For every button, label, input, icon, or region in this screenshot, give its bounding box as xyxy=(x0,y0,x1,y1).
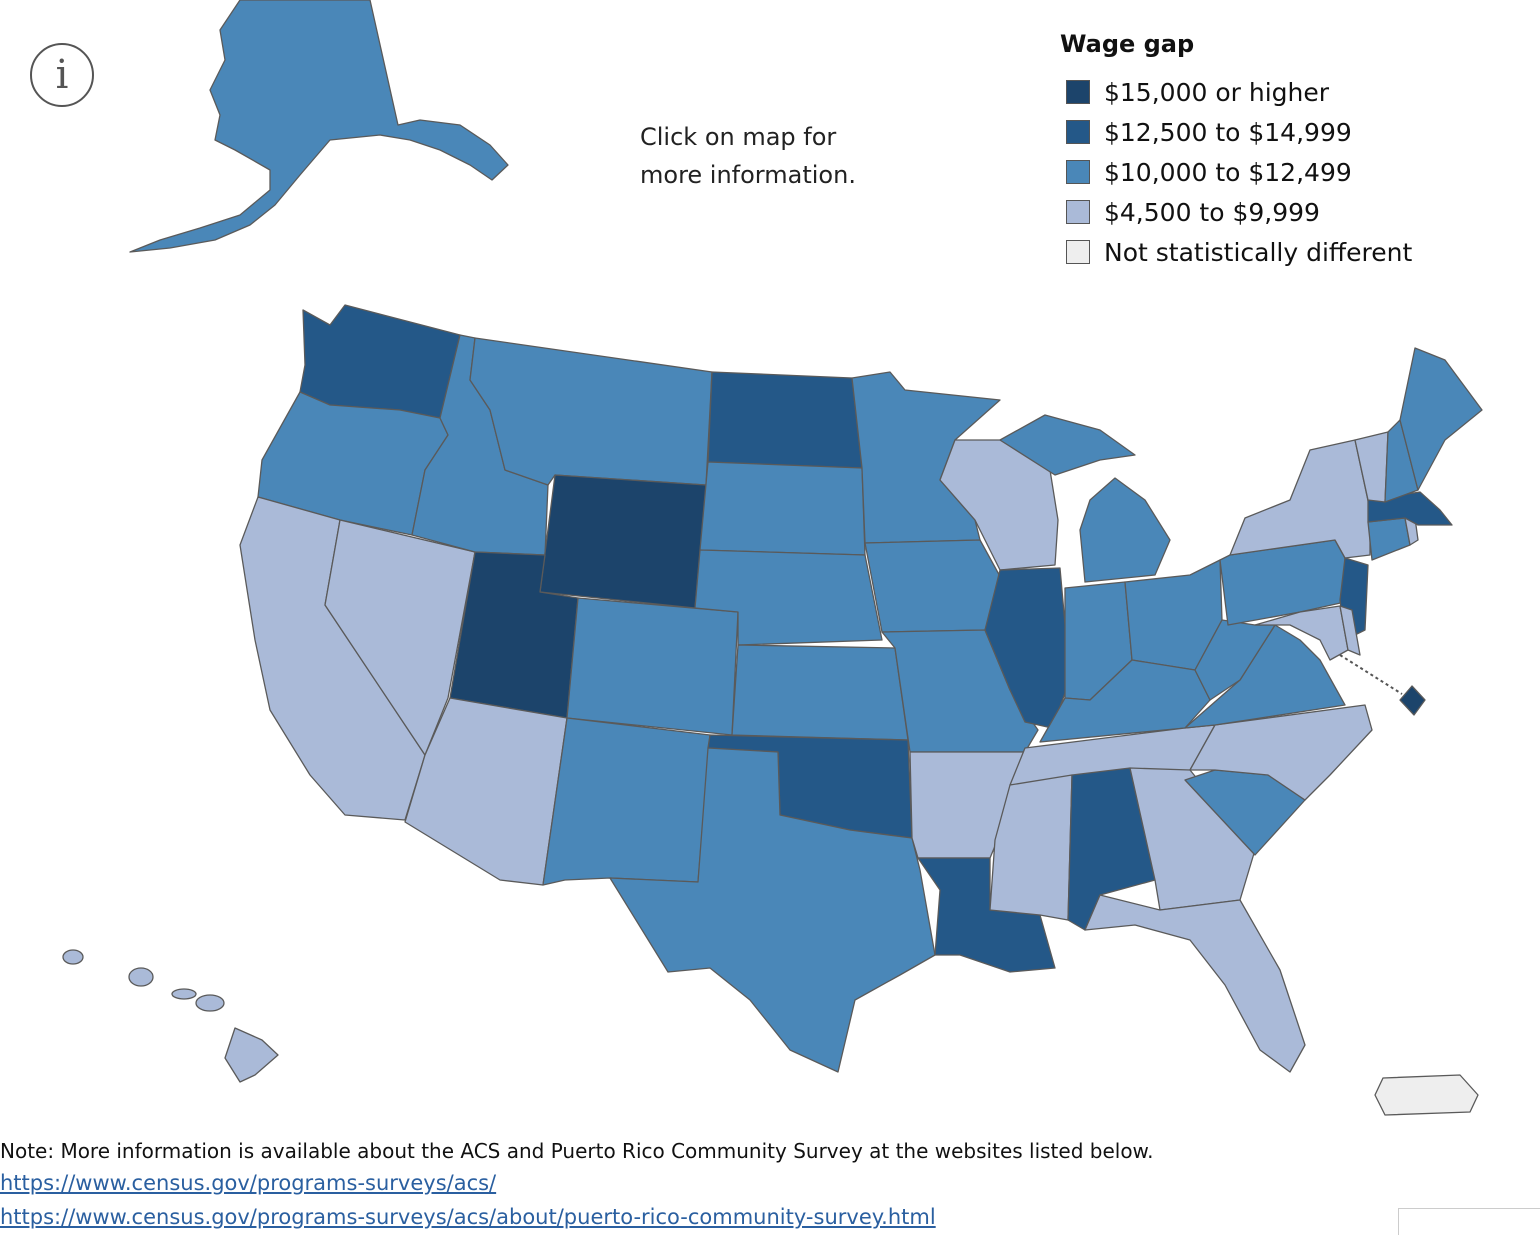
dc-leader-line xyxy=(1339,654,1403,695)
legend-item[interactable]: $4,500 to $9,999 xyxy=(1060,192,1412,232)
footer: Note: More information is available abou… xyxy=(0,1136,1153,1234)
state-AK[interactable] xyxy=(129,0,509,253)
state-ND[interactable] xyxy=(707,371,863,469)
hawaii-islands xyxy=(62,949,279,1083)
state-DE[interactable] xyxy=(1339,605,1361,656)
footer-note: Note: More information is available abou… xyxy=(0,1139,1154,1163)
state-SD[interactable] xyxy=(699,461,866,556)
state-FL[interactable] xyxy=(1084,894,1306,1073)
state-HI[interactable] xyxy=(62,949,84,965)
state-NM[interactable] xyxy=(542,717,711,886)
legend-swatch xyxy=(1066,200,1090,224)
state-CT[interactable] xyxy=(1367,517,1411,561)
legend-label: $10,000 to $12,499 xyxy=(1104,157,1352,187)
legend-label: $4,500 to $9,999 xyxy=(1104,197,1320,227)
state-HI[interactable] xyxy=(128,967,154,987)
corner-frame xyxy=(1398,1208,1540,1235)
state-NV[interactable] xyxy=(324,519,476,756)
state-ME[interactable] xyxy=(1399,347,1483,491)
legend-item[interactable]: $10,000 to $12,499 xyxy=(1060,152,1412,192)
legend-label: $12,500 to $14,999 xyxy=(1104,117,1352,147)
state-IA[interactable] xyxy=(864,539,1003,633)
legend-title: Wage gap xyxy=(1060,30,1195,58)
state-MD[interactable] xyxy=(1254,605,1349,661)
state-HI[interactable] xyxy=(224,1027,279,1083)
info-icon[interactable]: i xyxy=(30,43,94,107)
legend-label: $15,000 or higher xyxy=(1104,77,1330,107)
prcs-link[interactable]: https://www.census.gov/programs-surveys/… xyxy=(0,1205,936,1229)
legend-swatch xyxy=(1066,160,1090,184)
legend-label: Not statistically different xyxy=(1104,237,1413,267)
legend-item[interactable]: $12,500 to $14,999 xyxy=(1060,112,1412,152)
legend-swatch xyxy=(1066,80,1090,104)
state-MI[interactable] xyxy=(999,414,1171,583)
acs-link[interactable]: https://www.census.gov/programs-surveys/… xyxy=(0,1171,497,1195)
state-TX[interactable] xyxy=(609,747,936,1073)
state-IL[interactable] xyxy=(984,567,1071,729)
state-DC[interactable] xyxy=(1399,685,1426,716)
state-KS[interactable] xyxy=(731,644,909,741)
legend-swatch xyxy=(1066,120,1090,144)
state-HI[interactable] xyxy=(171,988,197,1000)
us-map xyxy=(62,0,1483,1116)
state-LA[interactable] xyxy=(917,857,1056,973)
state-WY[interactable] xyxy=(539,474,707,609)
legend-swatch xyxy=(1066,240,1090,264)
state-WA[interactable] xyxy=(299,304,461,419)
state-MT[interactable] xyxy=(469,337,713,486)
legend-item[interactable]: Not statistically different xyxy=(1060,232,1412,272)
state-NY[interactable] xyxy=(1229,439,1371,559)
map-hint: Click on map for more information. xyxy=(640,123,856,189)
state-PR[interactable] xyxy=(1374,1074,1479,1116)
state-CO[interactable] xyxy=(566,597,739,736)
state-NC[interactable] xyxy=(1189,704,1373,801)
legend-item[interactable]: $15,000 or higher xyxy=(1060,72,1412,112)
state-HI[interactable] xyxy=(195,994,225,1012)
legend: Wage gap $15,000 or higher $12,500 to $1… xyxy=(1060,30,1412,272)
